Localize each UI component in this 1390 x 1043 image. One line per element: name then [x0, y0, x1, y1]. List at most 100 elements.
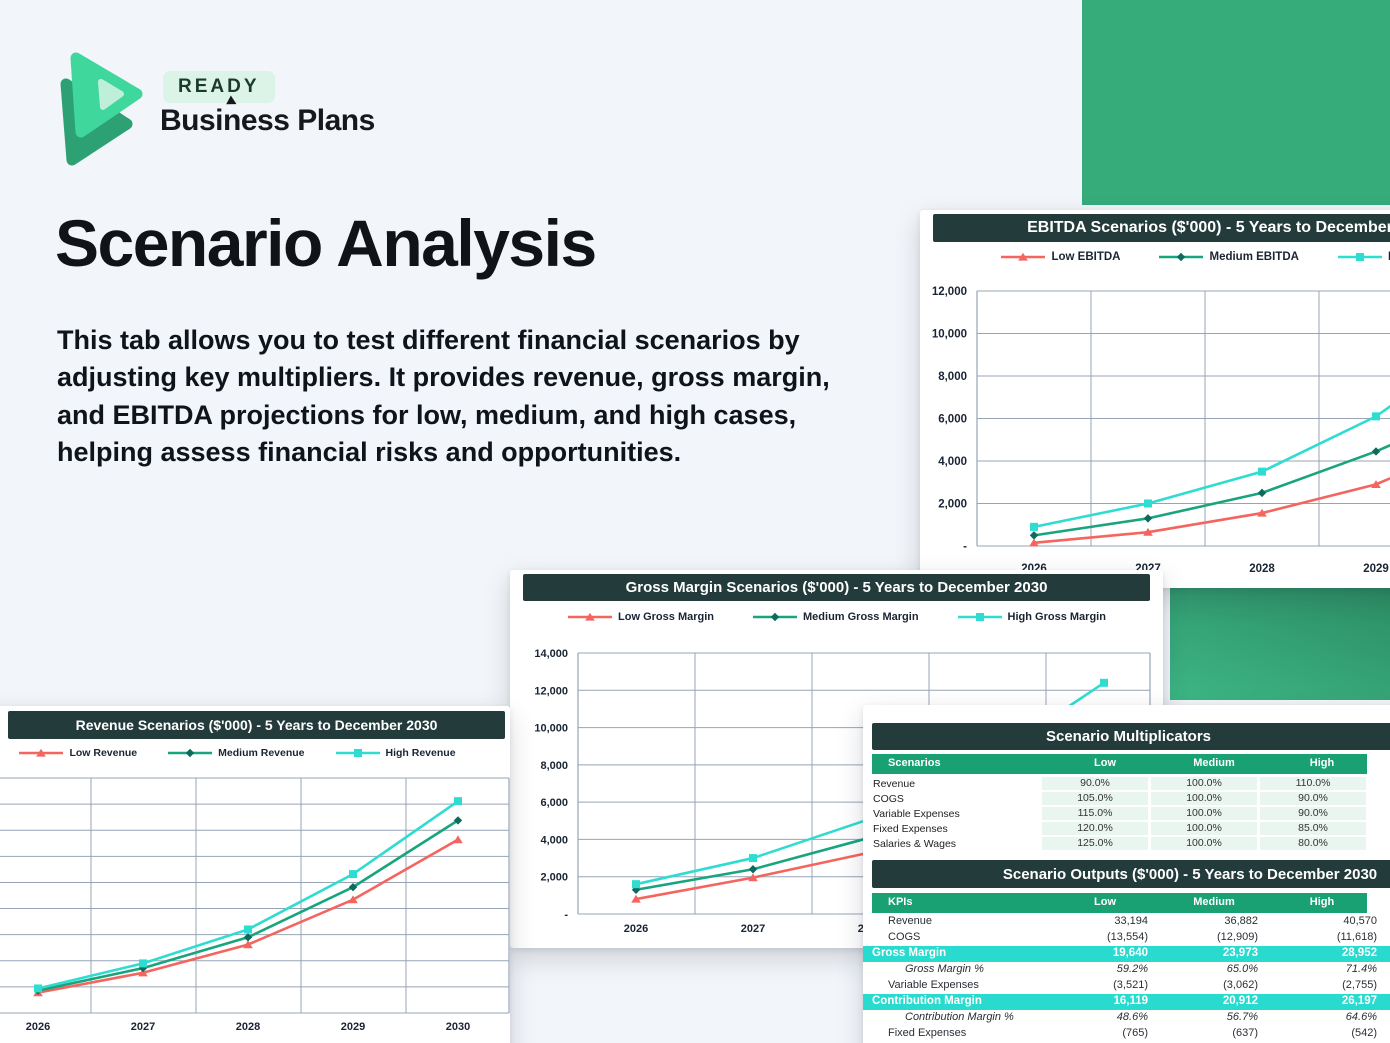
- table-cell: 100.0%: [1151, 822, 1257, 835]
- svg-text:6,000: 6,000: [540, 797, 568, 809]
- brand-wordmark-text: Business Plans: [160, 104, 375, 137]
- svg-text:10,000: 10,000: [534, 723, 568, 735]
- column-header: High: [1309, 896, 1335, 908]
- table-cell: 26,197: [1341, 995, 1377, 1007]
- svg-text:-: -: [564, 909, 568, 921]
- table-cell: Gross Margin %: [905, 963, 984, 975]
- table-cell: Contribution Margin: [872, 995, 982, 1007]
- table-row: Contribution Margin % 48.6% 56.7% 64.6%: [863, 1010, 1390, 1026]
- legend-item: High EBITDA: [1337, 251, 1390, 263]
- legend-marker-icon: [335, 749, 380, 757]
- svg-text:2,000: 2,000: [938, 499, 967, 511]
- table-cell: 19,640: [1112, 947, 1148, 959]
- table-cell: 125.0%: [1042, 837, 1148, 850]
- svg-text:6,000: 6,000: [938, 414, 967, 426]
- legend-marker-icon: [753, 612, 798, 622]
- column-header: Low: [1094, 896, 1116, 908]
- svg-text:2026: 2026: [26, 1021, 50, 1033]
- column-header: High: [1309, 757, 1335, 769]
- ebitda-chart-legend: Low EBITDA Medium EBITDA High EBITDA: [920, 251, 1390, 263]
- table-cell: (637): [1232, 1027, 1258, 1039]
- column-header: Medium: [1193, 757, 1235, 769]
- legend-label: Medium EBITDA: [1209, 251, 1299, 263]
- table-cell: 115.0%: [1042, 807, 1148, 820]
- svg-text:2028: 2028: [236, 1021, 260, 1033]
- table-cell: 80.0%: [1260, 837, 1366, 850]
- table-cell: 33,194: [1114, 915, 1148, 927]
- table-cell: (12,909): [1217, 931, 1258, 943]
- table-cell: Variable Expenses: [888, 979, 979, 991]
- table-cell: 100.0%: [1151, 807, 1257, 820]
- table-cell: 64.6%: [1345, 1011, 1377, 1023]
- table-cell: 100.0%: [1151, 837, 1257, 850]
- table-row: Variable Expenses (3,521) (3,062) (2,755): [863, 978, 1390, 994]
- table-cell: Gross Margin: [872, 947, 947, 959]
- svg-text:-: -: [963, 541, 967, 553]
- table-cell: 90.0%: [1260, 807, 1366, 820]
- legend-label: Medium Revenue: [218, 747, 305, 759]
- revenue-chart-legend: Low Revenue Medium Revenue High Revenue: [0, 747, 510, 759]
- table-row: Variable Expenses 115.0% 100.0% 90.0%: [863, 807, 1390, 822]
- svg-text:2029: 2029: [341, 1021, 365, 1033]
- column-header: Scenarios: [888, 757, 941, 769]
- table-cell: (765): [1122, 1027, 1148, 1039]
- svg-text:2027: 2027: [741, 923, 765, 935]
- table-row: Revenue 33,194 36,882 40,570: [863, 914, 1390, 930]
- table-cell: 48.6%: [1116, 1011, 1148, 1023]
- table-cell: COGS: [873, 793, 904, 805]
- table-row: COGS (13,554) (12,909) (11,618): [863, 930, 1390, 946]
- ebitda-chart-title-bar: EBITDA Scenarios ($'000) - 5 Years to De…: [933, 214, 1390, 242]
- column-header: Low: [1094, 757, 1116, 769]
- svg-text:2026: 2026: [624, 923, 648, 935]
- ebitda-chart-panel: EBITDA Scenarios ($'000) - 5 Years to De…: [920, 210, 1390, 588]
- legend-marker-icon: [1159, 252, 1204, 262]
- revenue-line-chart: 2026 2027 2028 2029 2030: [0, 777, 510, 1033]
- legend-marker-icon: [19, 748, 64, 757]
- multiplicators-header-row: Scenarios Low Medium High: [872, 754, 1367, 774]
- table-row: Salaries & Wages 125.0% 100.0% 80.0%: [863, 837, 1390, 852]
- svg-text:2029: 2029: [1363, 563, 1389, 575]
- table-cell: (13,554): [1107, 931, 1148, 943]
- brand-wordmark: Business Plans: [160, 95, 375, 138]
- table-cell: (3,062): [1223, 979, 1258, 991]
- table-cell: Variable Expenses: [873, 808, 960, 820]
- table-row: COGS 105.0% 100.0% 90.0%: [863, 792, 1390, 807]
- scenario-tables-panel: Scenario Multiplicators Scenarios Low Me…: [863, 705, 1390, 1043]
- table-cell: 71.4%: [1345, 963, 1377, 975]
- table-cell: 59.2%: [1116, 963, 1148, 975]
- logo-play-icon: [60, 52, 143, 166]
- svg-text:2,000: 2,000: [540, 872, 568, 884]
- gross-margin-chart-title-bar: Gross Margin Scenarios ($'000) - 5 Years…: [523, 574, 1150, 601]
- legend-marker-icon: [957, 613, 1002, 621]
- svg-text:4,000: 4,000: [540, 834, 568, 846]
- table-cell: 65.0%: [1226, 963, 1258, 975]
- legend-label: Low Gross Margin: [618, 611, 715, 623]
- table-cell: 85.0%: [1260, 822, 1366, 835]
- table-cell: 120.0%: [1042, 822, 1148, 835]
- multiplicators-title-bar: Scenario Multiplicators: [872, 723, 1390, 750]
- table-cell: COGS: [888, 931, 921, 943]
- table-row: Fixed Expenses (765) (637) (542): [863, 1026, 1390, 1042]
- legend-label: High Revenue: [385, 747, 456, 759]
- table-cell: 20,912: [1222, 995, 1258, 1007]
- legend-item: High Gross Margin: [957, 611, 1106, 623]
- table-cell: (3,521): [1113, 979, 1148, 991]
- column-header: Medium: [1193, 896, 1235, 908]
- legend-item: Medium Revenue: [167, 747, 305, 759]
- table-cell: 56.7%: [1226, 1011, 1258, 1023]
- legend-item: Low EBITDA: [1000, 251, 1120, 263]
- table-cell: 100.0%: [1151, 792, 1257, 805]
- table-cell: 90.0%: [1042, 777, 1148, 790]
- table-cell: Fixed Expenses: [873, 823, 948, 835]
- outputs-header-row: KPIs Low Medium High: [872, 893, 1367, 913]
- legend-item: High Revenue: [335, 747, 456, 759]
- legend-marker-icon: [1337, 253, 1382, 261]
- table-cell: 105.0%: [1042, 792, 1148, 805]
- table-cell: Revenue: [888, 915, 933, 927]
- legend-marker-icon: [168, 748, 213, 758]
- ebitda-chart-title: EBITDA Scenarios ($'000) - 5 Years to De…: [1027, 219, 1390, 236]
- legend-item: Medium Gross Margin: [752, 611, 919, 623]
- svg-text:2028: 2028: [1249, 563, 1275, 575]
- table-row: Fixed Expenses 120.0% 100.0% 85.0%: [863, 822, 1390, 837]
